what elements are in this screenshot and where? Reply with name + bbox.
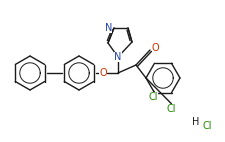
Text: Cl: Cl [167, 104, 176, 114]
Text: N: N [114, 52, 122, 62]
Text: Cl: Cl [149, 92, 158, 102]
Text: H: H [192, 117, 200, 127]
Text: O: O [152, 43, 160, 53]
Text: N: N [105, 23, 112, 33]
Text: O: O [99, 68, 107, 78]
Text: Cl: Cl [202, 121, 212, 131]
